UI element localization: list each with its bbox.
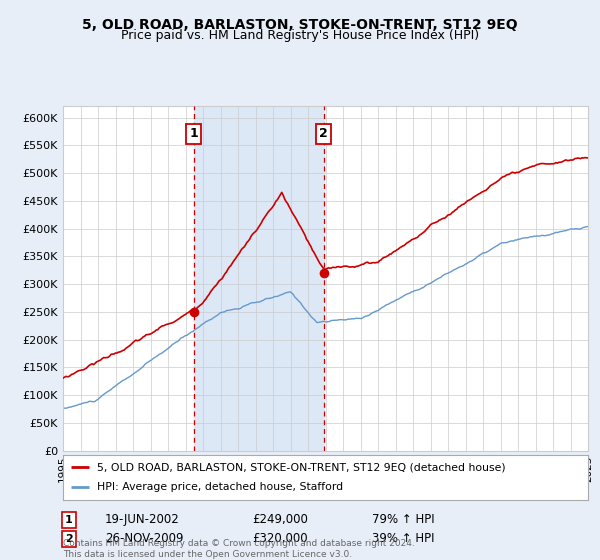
Text: 5, OLD ROAD, BARLASTON, STOKE-ON-TRENT, ST12 9EQ (detached house): 5, OLD ROAD, BARLASTON, STOKE-ON-TRENT, …: [97, 462, 506, 472]
Text: 5, OLD ROAD, BARLASTON, STOKE-ON-TRENT, ST12 9EQ: 5, OLD ROAD, BARLASTON, STOKE-ON-TRENT, …: [82, 18, 518, 32]
Text: 19-JUN-2002: 19-JUN-2002: [105, 513, 180, 526]
Text: 1: 1: [65, 515, 73, 525]
Text: 2: 2: [65, 534, 73, 544]
Text: 1: 1: [190, 128, 198, 141]
Bar: [194, 106, 324, 451]
Text: 79% ↑ HPI: 79% ↑ HPI: [372, 513, 434, 526]
Text: £320,000: £320,000: [252, 532, 308, 545]
Text: 39% ↑ HPI: 39% ↑ HPI: [372, 532, 434, 545]
Text: 26-NOV-2009: 26-NOV-2009: [105, 532, 184, 545]
Text: Price paid vs. HM Land Registry's House Price Index (HPI): Price paid vs. HM Land Registry's House …: [121, 29, 479, 42]
Text: Contains HM Land Registry data © Crown copyright and database right 2024.
This d: Contains HM Land Registry data © Crown c…: [63, 539, 415, 559]
Text: 2: 2: [319, 128, 328, 141]
Text: £249,000: £249,000: [252, 513, 308, 526]
Text: HPI: Average price, detached house, Stafford: HPI: Average price, detached house, Staf…: [97, 482, 343, 492]
